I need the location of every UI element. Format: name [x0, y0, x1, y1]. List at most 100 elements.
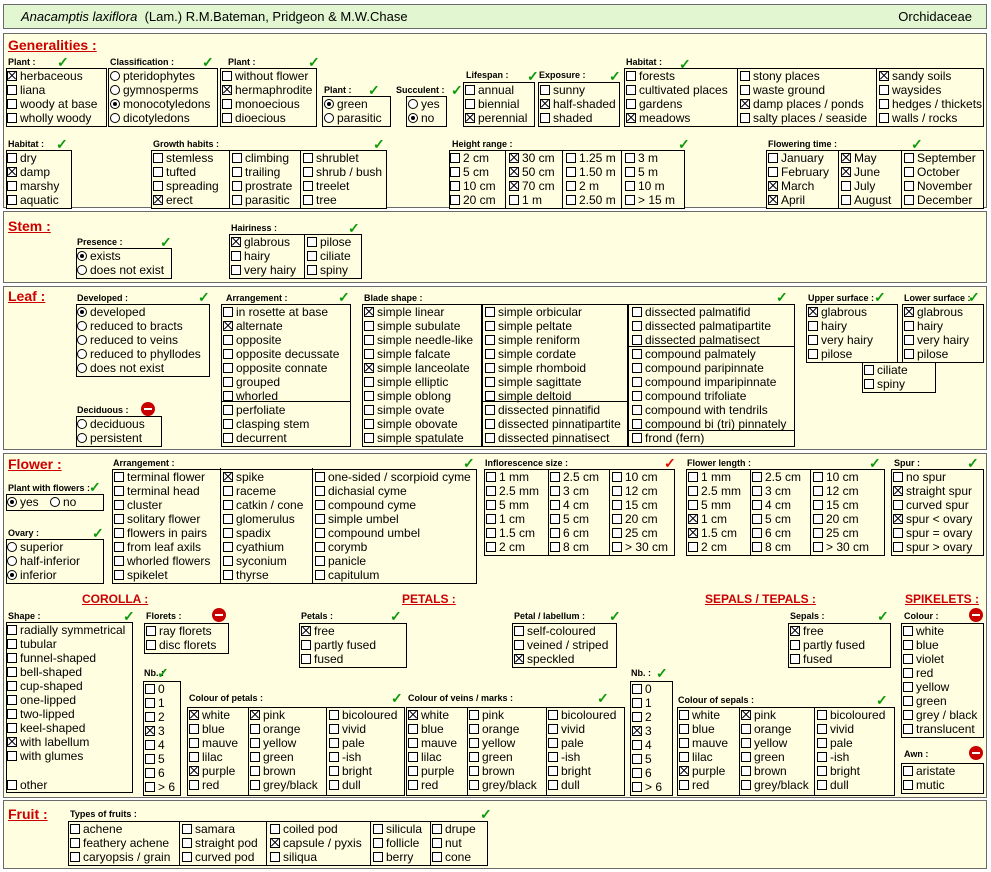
checkbox-unchecked[interactable]: [632, 740, 642, 750]
checkbox-unchecked[interactable]: [329, 766, 339, 776]
checkbox-unchecked[interactable]: [817, 752, 827, 762]
checkbox-unchecked[interactable]: [222, 99, 232, 109]
option-partly-fused[interactable]: partly fused: [301, 638, 376, 652]
option-straight-pod[interactable]: straight pod: [182, 836, 258, 850]
checkbox-checked[interactable]: [893, 486, 903, 496]
option-simple-subulate[interactable]: simple subulate: [364, 319, 460, 333]
option-2-cm[interactable]: 2 cm: [486, 540, 525, 554]
option-compound-umbel[interactable]: compound umbel: [315, 526, 420, 540]
radio-unchecked[interactable]: [77, 419, 87, 429]
checkbox-unchecked[interactable]: [752, 542, 762, 552]
radio-unchecked[interactable]: [77, 321, 87, 331]
option-brown[interactable]: brown: [250, 764, 296, 778]
option-self-coloured[interactable]: self-coloured: [514, 624, 596, 638]
checkbox-checked[interactable]: [301, 626, 311, 636]
checkbox-unchecked[interactable]: [223, 556, 233, 566]
checkbox-unchecked[interactable]: [485, 349, 495, 359]
option-in-rosette-at-base[interactable]: in rosette at base: [223, 305, 328, 319]
option-prostrate[interactable]: prostrate: [232, 179, 292, 193]
option-mauve[interactable]: mauve: [189, 736, 238, 750]
option-glabrous[interactable]: glabrous: [231, 235, 290, 249]
option-november[interactable]: November: [904, 179, 972, 193]
checkbox-unchecked[interactable]: [222, 71, 232, 81]
checkbox-unchecked[interactable]: [408, 780, 418, 790]
checkbox-checked[interactable]: [740, 99, 750, 109]
radio-unchecked[interactable]: [77, 363, 87, 373]
option-whorled[interactable]: whorled: [223, 389, 278, 403]
option-cultivated-places[interactable]: cultivated places: [626, 83, 728, 97]
option-violet[interactable]: violet: [903, 652, 944, 666]
checkbox-unchecked[interactable]: [688, 472, 698, 482]
option-free[interactable]: free: [790, 624, 824, 638]
option-green[interactable]: green: [469, 750, 513, 764]
checkbox-unchecked[interactable]: [632, 405, 642, 415]
option-dull[interactable]: dull: [548, 778, 580, 792]
checkbox-unchecked[interactable]: [307, 265, 317, 275]
option-15-cm[interactable]: 15 cm: [813, 498, 859, 512]
checkbox-unchecked[interactable]: [364, 349, 374, 359]
checkbox-unchecked[interactable]: [752, 528, 762, 538]
checkbox-unchecked[interactable]: [303, 195, 313, 205]
option-superior[interactable]: superior: [7, 540, 63, 554]
option-stony-places[interactable]: stony places: [740, 69, 820, 83]
checkbox-unchecked[interactable]: [632, 684, 642, 694]
checkbox-unchecked[interactable]: [903, 766, 913, 776]
checkbox-unchecked[interactable]: [7, 113, 17, 123]
option-orange[interactable]: orange: [250, 722, 300, 736]
option-parasitic[interactable]: parasitic: [232, 193, 290, 207]
option-perennial[interactable]: perennial: [465, 111, 527, 125]
option-pale[interactable]: pale: [817, 736, 853, 750]
checkbox-unchecked[interactable]: [486, 472, 496, 482]
option-5-cm[interactable]: 5 cm: [450, 165, 489, 179]
option-radially-symmetrical[interactable]: radially symmetrical: [7, 623, 125, 637]
checkbox-unchecked[interactable]: [250, 738, 260, 748]
option-dull[interactable]: dull: [329, 778, 361, 792]
option-grey-black[interactable]: grey / black: [903, 708, 977, 722]
option-no[interactable]: no: [408, 111, 434, 125]
checkbox-unchecked[interactable]: [189, 724, 199, 734]
checkbox-unchecked[interactable]: [612, 500, 622, 510]
checkbox-unchecked[interactable]: [485, 363, 495, 373]
option-purple[interactable]: purple: [408, 764, 454, 778]
option-red[interactable]: red: [679, 778, 709, 792]
option-spike[interactable]: spike: [223, 470, 264, 484]
option-vivid[interactable]: vivid: [548, 722, 585, 736]
checkbox-unchecked[interactable]: [223, 570, 233, 580]
option-biennial[interactable]: biennial: [465, 97, 519, 111]
checkbox-unchecked[interactable]: [231, 251, 241, 261]
option-2-5-mm[interactable]: 2.5 mm: [486, 484, 539, 498]
checkbox-unchecked[interactable]: [768, 167, 778, 177]
option-1-cm[interactable]: 1 cm: [688, 512, 727, 526]
option-white[interactable]: white: [903, 624, 944, 638]
option-purple[interactable]: purple: [679, 764, 725, 778]
checkbox-unchecked[interactable]: [904, 321, 914, 331]
option-blue[interactable]: blue: [903, 638, 939, 652]
option-6[interactable]: 6: [145, 766, 165, 780]
option-ray-florets[interactable]: ray florets: [146, 624, 212, 638]
option-red[interactable]: red: [903, 666, 933, 680]
option-compound-trifoliate[interactable]: compound trifoliate: [632, 389, 746, 403]
option-pilose[interactable]: pilose: [808, 347, 852, 361]
checkbox-unchecked[interactable]: [632, 391, 642, 401]
checkbox-unchecked[interactable]: [550, 528, 560, 538]
checkbox-unchecked[interactable]: [904, 195, 914, 205]
checkbox-unchecked[interactable]: [301, 654, 311, 664]
checkbox-unchecked[interactable]: [486, 486, 496, 496]
option-siliqua[interactable]: siliqua: [270, 850, 317, 864]
checkbox-checked[interactable]: [509, 153, 519, 163]
checkbox-unchecked[interactable]: [632, 768, 642, 778]
checkbox-unchecked[interactable]: [222, 113, 232, 123]
checkbox-unchecked[interactable]: [903, 724, 913, 734]
checkbox-unchecked[interactable]: [485, 433, 495, 443]
option-simple-sagittate[interactable]: simple sagittate: [485, 375, 581, 389]
option-bicoloured[interactable]: bicoloured: [329, 708, 397, 722]
option-march[interactable]: March: [768, 179, 814, 193]
option-vivid[interactable]: vivid: [329, 722, 366, 736]
option-coiled-pod[interactable]: coiled pod: [270, 822, 338, 836]
checkbox-unchecked[interactable]: [364, 391, 374, 401]
option-spiny[interactable]: spiny: [307, 263, 348, 277]
option-compound-cyme[interactable]: compound cyme: [315, 498, 416, 512]
checkbox-checked[interactable]: [626, 113, 636, 123]
checkbox-unchecked[interactable]: [904, 153, 914, 163]
option-simple-spatulate[interactable]: simple spatulate: [364, 431, 464, 445]
